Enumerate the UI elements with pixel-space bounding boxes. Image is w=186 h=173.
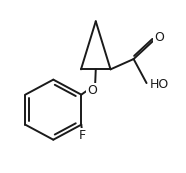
Text: HO: HO xyxy=(150,78,169,91)
Text: O: O xyxy=(87,84,97,97)
Text: O: O xyxy=(154,31,164,44)
Text: F: F xyxy=(79,129,86,142)
